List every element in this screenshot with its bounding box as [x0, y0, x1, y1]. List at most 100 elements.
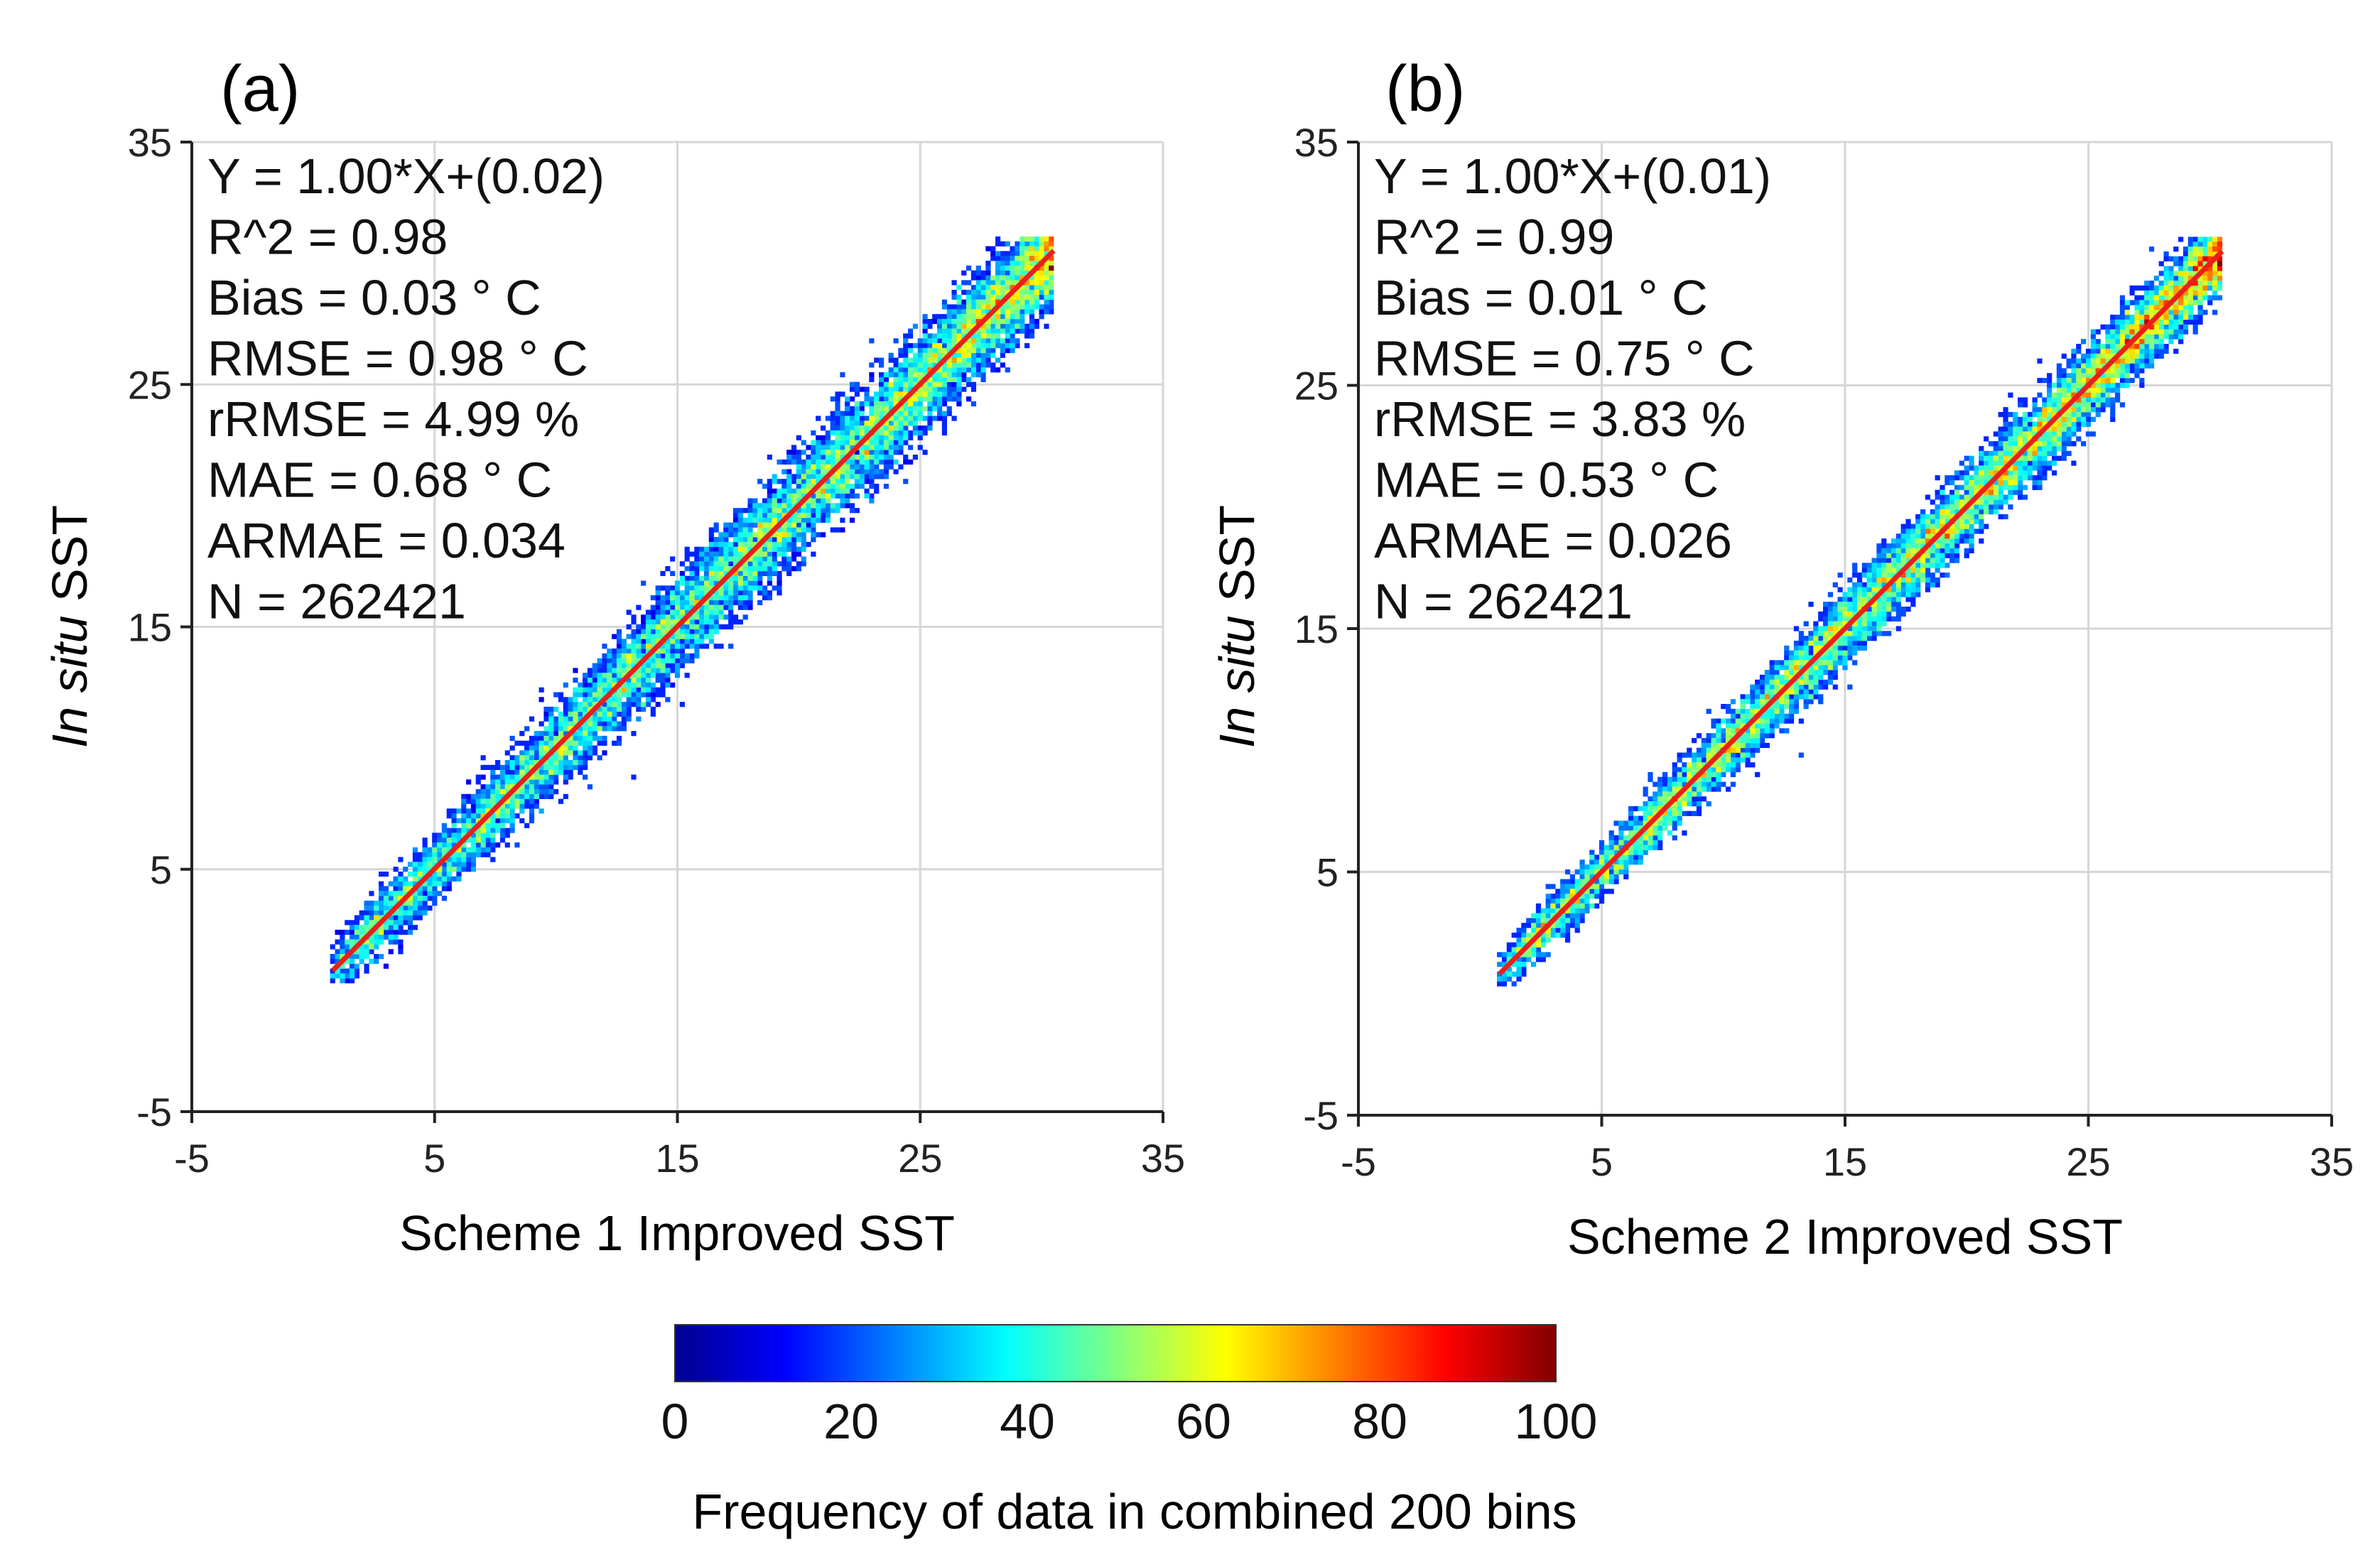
density-cell	[1808, 674, 1814, 680]
density-cell	[694, 644, 700, 649]
density-cell	[1716, 771, 1721, 778]
density-cell	[2027, 431, 2033, 437]
density-cell	[980, 280, 986, 286]
density-cell	[2061, 455, 2067, 461]
density-cell	[747, 537, 753, 543]
density-cell	[592, 673, 597, 678]
density-cell	[1979, 450, 1984, 456]
density-cell	[1813, 684, 1819, 690]
density-cell	[708, 614, 714, 620]
density-cell	[573, 668, 578, 673]
density-cell	[674, 595, 681, 601]
density-cell	[374, 929, 379, 935]
density-cell	[811, 537, 816, 543]
density-cell	[563, 702, 568, 707]
density-cell	[801, 479, 806, 484]
density-cell	[330, 958, 335, 965]
density-cell	[951, 318, 957, 325]
density-cell	[1895, 558, 1901, 563]
density-cell	[451, 842, 457, 848]
density-cell	[2168, 305, 2174, 310]
density-cell	[1628, 820, 1634, 826]
density-cell	[961, 289, 967, 295]
density-cell	[1550, 903, 1556, 909]
density-cell	[1574, 889, 1580, 894]
density-cell	[612, 649, 617, 654]
density-cell	[587, 755, 593, 761]
density-cell	[708, 546, 714, 552]
density-cell	[2008, 441, 2013, 447]
density-cell	[864, 459, 870, 465]
density-cell	[1677, 776, 1682, 782]
density-cell	[1954, 548, 1960, 553]
density-cell	[1837, 616, 1843, 622]
density-cell	[1827, 636, 1834, 641]
density-cell	[1866, 597, 1872, 602]
density-cell	[1895, 543, 1901, 549]
density-cell	[388, 949, 394, 955]
density-cell	[539, 740, 544, 746]
density-cell	[801, 537, 806, 543]
density-cell	[1969, 460, 1974, 466]
density-cell	[723, 570, 729, 577]
density-cell	[621, 663, 627, 668]
density-cell	[2212, 261, 2218, 266]
density-cell	[941, 362, 948, 368]
density-cell	[602, 740, 607, 746]
density-cell	[970, 357, 977, 363]
density-cell	[674, 634, 681, 639]
density-cell	[811, 522, 816, 528]
density-cell	[626, 711, 632, 717]
x-tick-label: 5	[423, 1136, 445, 1181]
density-cell	[607, 702, 612, 707]
density-cell	[1881, 611, 1887, 617]
density-cell	[946, 376, 952, 383]
density-cell	[2217, 281, 2223, 286]
density-cell	[2003, 426, 2008, 432]
density-cell	[1954, 499, 1960, 505]
density-cell	[514, 774, 520, 780]
density-cell	[626, 609, 632, 615]
density-cell	[1019, 246, 1025, 251]
density-cell	[1005, 338, 1010, 344]
density-cell	[883, 396, 889, 402]
density-cell	[2047, 412, 2052, 418]
density-cell	[1511, 981, 1517, 987]
density-cell	[578, 692, 583, 698]
density-cell	[2032, 431, 2038, 437]
density-cell	[2168, 329, 2174, 335]
density-cell	[1755, 718, 1760, 724]
density-cell	[1861, 636, 1867, 641]
density-cell	[732, 619, 739, 625]
density-cell	[398, 944, 404, 950]
density-cell	[1696, 762, 1702, 768]
density-cell	[883, 430, 889, 436]
density-cell	[1871, 568, 1877, 573]
density-cell	[946, 338, 952, 344]
density-cell	[679, 658, 685, 663]
density-cell	[796, 561, 801, 567]
density-cell	[412, 876, 418, 882]
density-cell	[1808, 679, 1814, 685]
density-cell	[597, 658, 602, 663]
density-cell	[2022, 436, 2028, 442]
density-cell	[903, 343, 909, 349]
density-cell	[1574, 908, 1580, 913]
density-cell	[845, 459, 850, 465]
density-cell	[578, 716, 583, 722]
density-cell	[1511, 947, 1517, 953]
density-cell	[708, 556, 714, 562]
density-cell	[1643, 820, 1648, 826]
density-cell	[1618, 864, 1624, 870]
density-cell	[636, 697, 642, 703]
density-cell	[1024, 309, 1030, 315]
density-cell	[1711, 767, 1716, 773]
density-cell	[1706, 776, 1711, 782]
density-cell	[1497, 962, 1503, 967]
density-cell	[1516, 947, 1522, 953]
density-cell	[1789, 713, 1795, 719]
density-cell	[747, 595, 753, 601]
density-cell	[1974, 504, 1979, 510]
density-cell	[937, 416, 943, 421]
density-cell	[412, 857, 418, 862]
